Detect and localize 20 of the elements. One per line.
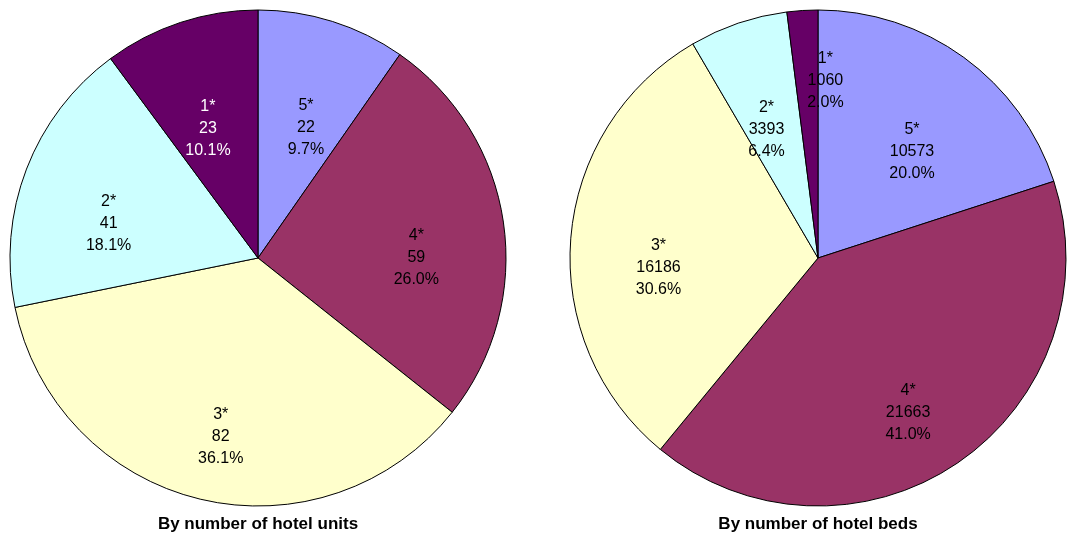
- data-label: 59 26.0%: [393, 247, 439, 287]
- data-label: 41 18.1%: [85, 213, 132, 253]
- slice-label: 5*: [298, 96, 314, 114]
- text: By number of hotel units: [157, 514, 359, 533]
- slice-label: 1*: [817, 49, 833, 67]
- slice-label: 3*: [650, 236, 667, 254]
- text: By number of hotel beds: [718, 514, 918, 533]
- data-label: 22 9.7%: [287, 118, 325, 158]
- data-label: 16186 30.6%: [635, 258, 682, 298]
- slice-label: 2*: [758, 97, 775, 115]
- slice-label: 3*: [213, 404, 229, 422]
- data-label: 82 36.1%: [198, 426, 244, 466]
- slice-label: 2*: [101, 191, 117, 209]
- slice-label: 5*: [904, 119, 920, 137]
- data-label: 23 10.1%: [185, 119, 231, 159]
- slice-label: 1*: [200, 97, 216, 115]
- data-label: 21663 41.0%: [885, 403, 931, 443]
- slice-label: 4*: [900, 381, 916, 399]
- slice-label: 4*: [408, 225, 424, 243]
- data-label: 10573 20.0%: [889, 141, 935, 181]
